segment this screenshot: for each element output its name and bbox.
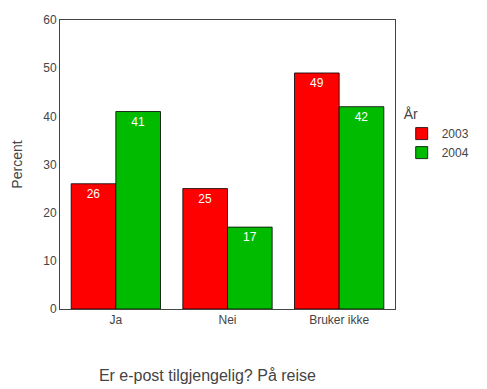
svg-text:41: 41 <box>131 115 145 129</box>
svg-text:År: År <box>404 106 418 122</box>
svg-text:60: 60 <box>43 13 57 27</box>
svg-text:26: 26 <box>87 187 101 201</box>
svg-text:17: 17 <box>243 230 257 244</box>
svg-text:40: 40 <box>43 110 57 124</box>
svg-text:Bruker ikke: Bruker ikke <box>309 313 369 327</box>
svg-text:Nei: Nei <box>218 313 236 327</box>
svg-text:50: 50 <box>43 61 57 75</box>
svg-text:30: 30 <box>43 158 57 172</box>
svg-text:10: 10 <box>43 254 57 268</box>
svg-text:20: 20 <box>43 206 57 220</box>
svg-text:42: 42 <box>355 110 369 124</box>
svg-text:25: 25 <box>198 192 212 206</box>
svg-text:2004: 2004 <box>442 146 469 160</box>
svg-text:2003: 2003 <box>442 127 469 141</box>
svg-text:Ja: Ja <box>109 313 122 327</box>
svg-text:0: 0 <box>50 302 57 316</box>
svg-text:Percent: Percent <box>9 140 25 188</box>
svg-text:Er e-post tilgjengelig? På rei: Er e-post tilgjengelig? På reise <box>99 367 316 384</box>
svg-text:49: 49 <box>310 76 324 90</box>
